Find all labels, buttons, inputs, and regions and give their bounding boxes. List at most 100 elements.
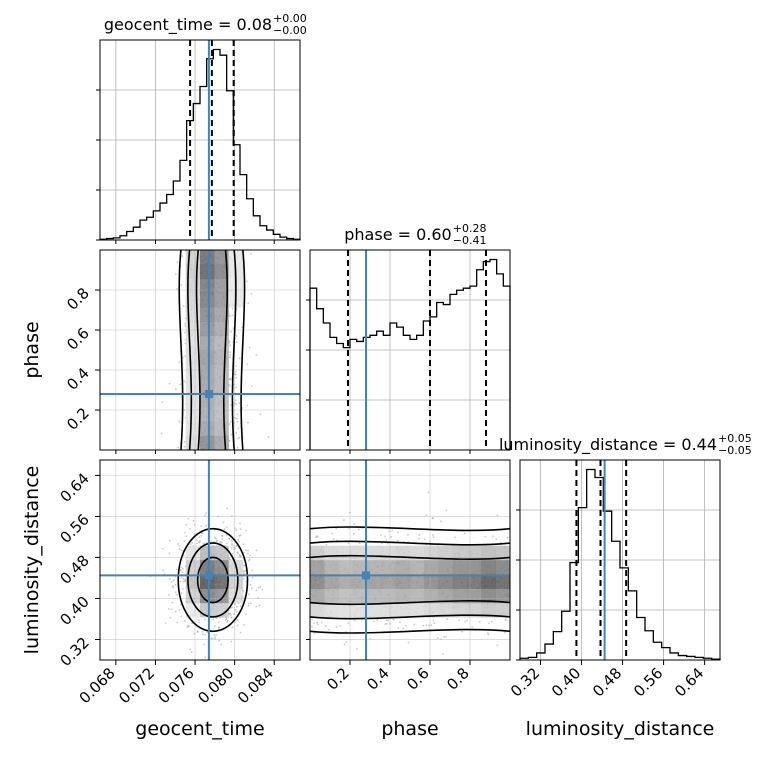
scatter-point (492, 535, 495, 538)
scatter-point (189, 648, 192, 651)
scatter-point (315, 536, 317, 539)
density-cell (338, 560, 354, 575)
density-cell (410, 574, 425, 589)
scatter-point (182, 580, 185, 583)
scatter-point (211, 637, 214, 640)
y-tick-label: 0.40 (56, 593, 92, 629)
y-tick-label: 0.6 (63, 324, 93, 354)
scatter-point (243, 564, 246, 567)
scatter-point (169, 578, 171, 580)
scatter-point (203, 542, 206, 545)
scatter-point (357, 528, 360, 531)
density-cell (438, 588, 454, 604)
scatter-point (180, 615, 183, 618)
scatter-point (505, 618, 507, 621)
scatter-point (226, 621, 229, 623)
scatter-point (183, 580, 186, 583)
scatter-point (191, 541, 194, 544)
scatter-point (231, 540, 234, 543)
scatter-point (214, 537, 217, 540)
density-cell (200, 350, 215, 365)
scatter-point (427, 491, 430, 494)
panel-frame (99, 249, 301, 451)
scatter-point (466, 619, 468, 622)
scatter-point (423, 538, 426, 541)
density-cell (214, 264, 229, 279)
scatter-point (431, 517, 434, 520)
scatter-point (432, 517, 434, 520)
scatter-point (251, 569, 254, 572)
density-cell (438, 602, 454, 618)
scatter-point (347, 622, 350, 624)
scatter-point (228, 538, 231, 540)
density-cell (410, 560, 425, 575)
density-cell (338, 574, 354, 589)
scatter-point (174, 591, 177, 594)
contour-line (309, 600, 511, 606)
contour-line (309, 628, 511, 634)
title-plus: +0.05 (718, 432, 752, 445)
scatter-point (224, 618, 227, 621)
density-cell (352, 588, 368, 604)
scatter-point (249, 602, 252, 605)
scatter-point (231, 307, 234, 310)
density-cell (185, 421, 201, 437)
scatter-point (185, 523, 188, 526)
scatter-point (343, 519, 345, 521)
scatter-point (237, 540, 240, 543)
scatter-point (230, 616, 233, 619)
scatter-point (177, 543, 180, 545)
scatter-point (432, 619, 435, 622)
scatter-point (231, 553, 234, 555)
scatter-point (232, 548, 235, 551)
density-cell (200, 545, 215, 561)
density-cell (214, 278, 229, 294)
scatter-point (234, 608, 237, 611)
density-cell (324, 588, 339, 604)
scatter-point (184, 578, 187, 581)
scatter-point (206, 631, 208, 634)
scatter-point (399, 621, 401, 624)
scatter-point (170, 608, 173, 611)
scatter-point (217, 626, 220, 629)
scatter-point (461, 630, 464, 633)
density-cell (310, 602, 325, 618)
y-tick-label: 0.56 (56, 511, 92, 547)
scatter-point (255, 589, 258, 592)
density-cell (200, 292, 215, 308)
scatter-point (230, 433, 233, 436)
scatter-point (246, 363, 249, 366)
scatter-point (210, 540, 213, 543)
scatter-point (229, 351, 232, 354)
scatter-point (196, 542, 198, 545)
y-tick-label: 0.4 (63, 364, 93, 394)
scatter-point (187, 624, 190, 627)
scatter-point (404, 624, 407, 627)
scatter-point (390, 535, 393, 538)
scatter-point (258, 604, 261, 607)
scatter-point (247, 302, 250, 305)
scatter-point (386, 542, 389, 545)
scatter-point (181, 571, 184, 574)
density-cell (367, 545, 382, 561)
density-cell (214, 407, 229, 422)
scatter-point (261, 589, 264, 591)
scatter-point (376, 618, 379, 621)
scatter-point (490, 620, 493, 623)
scatter-point (180, 592, 183, 594)
scatter-point (179, 603, 182, 606)
panel-frame (99, 459, 301, 661)
scatter-point (238, 436, 241, 439)
scatter-point (259, 585, 262, 588)
panel-frame (309, 249, 511, 451)
scatter-point (248, 554, 251, 557)
scatter-point (230, 546, 233, 549)
scatter-point (379, 534, 382, 537)
scatter-point (220, 643, 223, 646)
contour-line (177, 527, 249, 633)
scatter-point (176, 288, 178, 290)
scatter-point (425, 624, 428, 627)
scatter-point (228, 314, 231, 317)
scatter-point (215, 634, 218, 636)
scatter-point (332, 538, 335, 540)
